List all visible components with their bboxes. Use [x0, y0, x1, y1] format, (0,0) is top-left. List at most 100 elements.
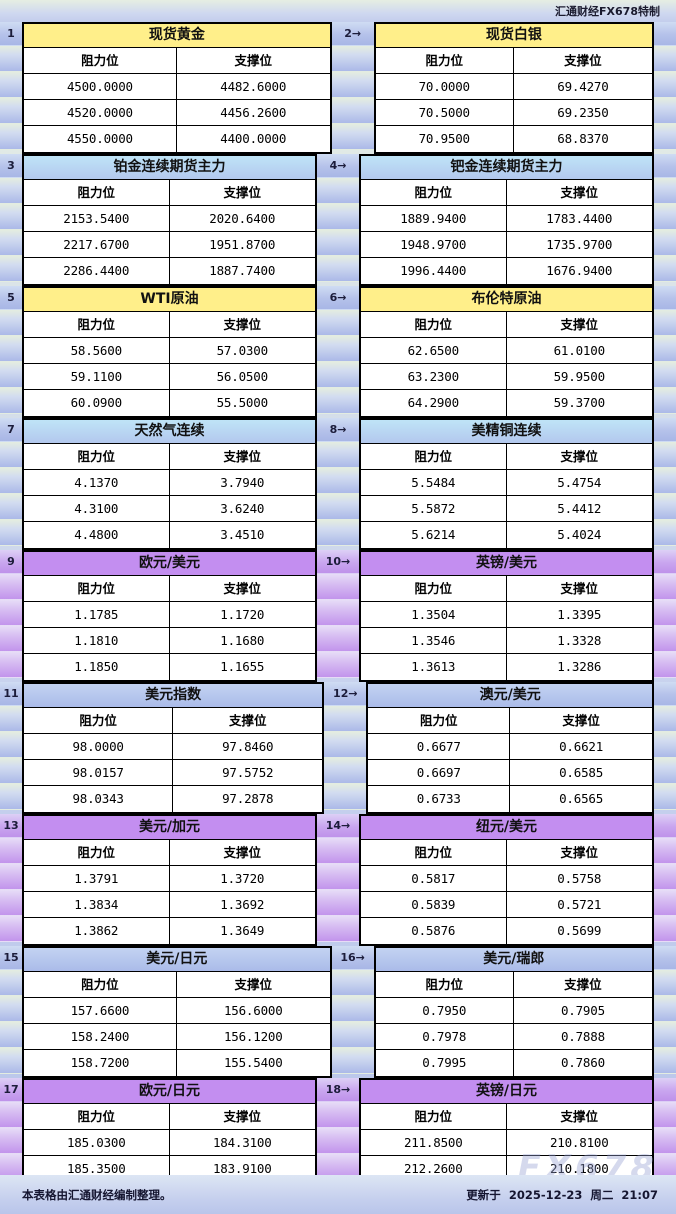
quote-panel-3[interactable]: 铂金连续期货主力 阻力位 支撑位 2153.5400 2020.6400 2217.670… — [22, 154, 317, 286]
row-gutter-right — [654, 946, 676, 1078]
quote-panel-1[interactable]: 现货黄金 阻力位 支撑位 4500.0000 4482.6000 4520.0000 445… — [22, 22, 332, 154]
block-index-label: 18→ — [325, 1083, 351, 1096]
table-row: 4550.0000 4400.0000 — [24, 126, 330, 152]
row-gutter-left: 9 — [0, 550, 22, 682]
column-header-support: 支撑位 — [564, 977, 602, 992]
gutter-cell — [654, 916, 676, 942]
column-header-resistance: 阻力位 — [361, 840, 507, 865]
gutter-cell — [654, 814, 676, 838]
cell-resistance: 211.8500 — [361, 1130, 507, 1155]
cell-resistance: 0.6677 — [368, 734, 511, 759]
cell-resistance: 1948.9700 — [361, 232, 507, 257]
cell-support: 2020.6400 — [209, 211, 276, 226]
gutter-cell — [0, 996, 22, 1022]
cell-resistance: 1.3834 — [24, 892, 170, 917]
quote-panel-6[interactable]: 布伦特原油 阻力位 支撑位 62.6500 61.0100 63.2300 59.9500 6… — [359, 286, 654, 418]
quote-panel-8[interactable]: 美精铜连续 阻力位 支撑位 5.5484 5.4754 5.5872 5.4412 5.621… — [359, 418, 654, 550]
gutter-cell — [331, 72, 374, 98]
quote-panel-11[interactable]: 美元指数 阻力位 支撑位 98.0000 97.8460 98.0157 97.5752 98… — [22, 682, 325, 814]
block-index-16: 16→ — [331, 946, 374, 970]
block-row: 1 现货黄金 阻力位 支撑位 4500.0000 4482.6000 4520.0000 44… — [0, 22, 676, 154]
cell-resistance: 0.5839 — [361, 892, 507, 917]
row-gutter-middle: 6→ — [317, 286, 359, 418]
table-row: 62.6500 61.0100 — [361, 338, 652, 364]
column-header-resistance: 阻力位 — [368, 708, 511, 733]
table-row: 1.1810 1.1680 — [24, 628, 315, 654]
panel-column-headers: 阻力位 支撑位 — [361, 312, 652, 338]
panel-title: 美元/瑞郎 — [375, 948, 652, 972]
gutter-cell — [654, 72, 676, 98]
panel-column-headers: 阻力位 支撑位 — [24, 1104, 315, 1130]
cell-resistance: 4520.0000 — [24, 100, 177, 125]
table-row: 0.5839 0.5721 — [361, 892, 652, 918]
gutter-cell — [654, 652, 676, 678]
panel-column-headers: 阻力位 支撑位 — [361, 576, 652, 602]
cell-support: 69.4270 — [557, 79, 609, 94]
cell-support: 183.9100 — [212, 1161, 272, 1176]
table-row: 98.0157 97.5752 — [24, 760, 323, 786]
cell-resistance: 59.1100 — [24, 364, 170, 389]
quote-panel-4[interactable]: 钯金连续期货主力 阻力位 支撑位 1889.9400 1783.4400 1948.970… — [359, 154, 654, 286]
block-index-label: 5 — [7, 291, 15, 304]
table-row: 1889.9400 1783.4400 — [361, 206, 652, 232]
panel-title: 现货白银 — [375, 24, 652, 48]
panel-column-headers: 阻力位 支撑位 — [361, 1104, 652, 1130]
cell-support: 0.6621 — [559, 739, 604, 754]
cell-support: 0.7888 — [560, 1029, 605, 1044]
cell-support: 4482.6000 — [220, 79, 287, 94]
table-row: 98.0000 97.8460 — [24, 734, 323, 760]
quote-panel-12[interactable]: 澳元/美元 阻力位 支撑位 0.6677 0.6621 0.6697 0.6585 0.673… — [366, 682, 654, 814]
quote-panel-14[interactable]: 纽元/美元 阻力位 支撑位 0.5817 0.5758 0.5839 0.5721 0.587… — [359, 814, 654, 946]
gutter-cell — [317, 1128, 359, 1154]
table-row: 59.1100 56.0500 — [24, 364, 315, 390]
panel-title: 美元/加元 — [24, 816, 315, 840]
cell-support: 1676.9400 — [546, 263, 613, 278]
table-row: 1.1850 1.1655 — [24, 654, 315, 680]
block-index-8: 8→ — [317, 418, 359, 442]
column-header-support: 支撑位 — [223, 185, 261, 200]
gutter-cell — [654, 286, 676, 310]
cell-support: 1783.4400 — [546, 211, 613, 226]
gutter-cell — [654, 574, 676, 600]
cell-support: 1.1655 — [220, 659, 265, 674]
row-gutter-middle: 4→ — [317, 154, 359, 286]
quote-panel-5[interactable]: WTI原油 阻力位 支撑位 58.5600 57.0300 59.1100 56.0500 6… — [22, 286, 317, 418]
cell-resistance: 0.5817 — [361, 866, 507, 891]
cell-resistance: 4.4800 — [24, 522, 170, 548]
table-row: 0.7995 0.7860 — [376, 1050, 652, 1076]
cell-resistance: 70.0000 — [376, 74, 514, 99]
quote-panel-13[interactable]: 美元/加元 阻力位 支撑位 1.3791 1.3720 1.3834 1.3692 1.386… — [22, 814, 317, 946]
quote-panel-7[interactable]: 天然气连续 阻力位 支撑位 4.1370 3.7940 4.3100 3.6240 4.480… — [22, 418, 317, 550]
cell-support: 0.7860 — [560, 1055, 605, 1070]
footer-note: 本表格由汇通财经编制整理。 — [22, 1187, 172, 1202]
table-row: 5.5872 5.4412 — [361, 496, 652, 522]
gutter-cell — [0, 204, 22, 230]
quote-panel-9[interactable]: 欧元/美元 阻力位 支撑位 1.1785 1.1720 1.1810 1.1680 1.185… — [22, 550, 317, 682]
gutter-cell — [317, 574, 359, 600]
panel-title: 铂金连续期货主力 — [24, 156, 315, 180]
gutter-cell — [0, 46, 22, 72]
gutter-cell — [317, 864, 359, 890]
column-header-support: 支撑位 — [223, 317, 261, 332]
gutter-cell — [654, 336, 676, 362]
column-header-resistance: 阻力位 — [24, 180, 170, 205]
gutter-cell — [654, 864, 676, 890]
column-header-resistance: 阻力位 — [361, 576, 507, 601]
gutter-cell — [317, 838, 359, 864]
gutter-cell — [654, 22, 676, 46]
column-header-support: 支撑位 — [223, 845, 261, 860]
gutter-cell — [324, 732, 367, 758]
column-header-support: 支撑位 — [223, 581, 261, 596]
gutter-cell — [324, 706, 367, 732]
quote-panel-10[interactable]: 英镑/美元 阻力位 支撑位 1.3504 1.3395 1.3546 1.3328 1.361… — [359, 550, 654, 682]
quote-panel-2[interactable]: 现货白银 阻力位 支撑位 70.0000 69.4270 70.5000 69.2350 70… — [373, 22, 654, 154]
block-index-label: 16→ — [340, 951, 365, 964]
cell-resistance: 4550.0000 — [24, 126, 177, 152]
quote-panel-16[interactable]: 美元/瑞郎 阻力位 支撑位 0.7950 0.7905 0.7978 0.7888 0.799… — [373, 946, 654, 1078]
gutter-cell — [0, 890, 22, 916]
panel-title: 澳元/美元 — [368, 684, 652, 708]
cell-resistance: 1889.9400 — [361, 206, 507, 231]
gutter-cell — [0, 442, 22, 468]
quote-panel-15[interactable]: 美元/日元 阻力位 支撑位 157.6600 156.6000 158.2400 156.1… — [22, 946, 332, 1078]
